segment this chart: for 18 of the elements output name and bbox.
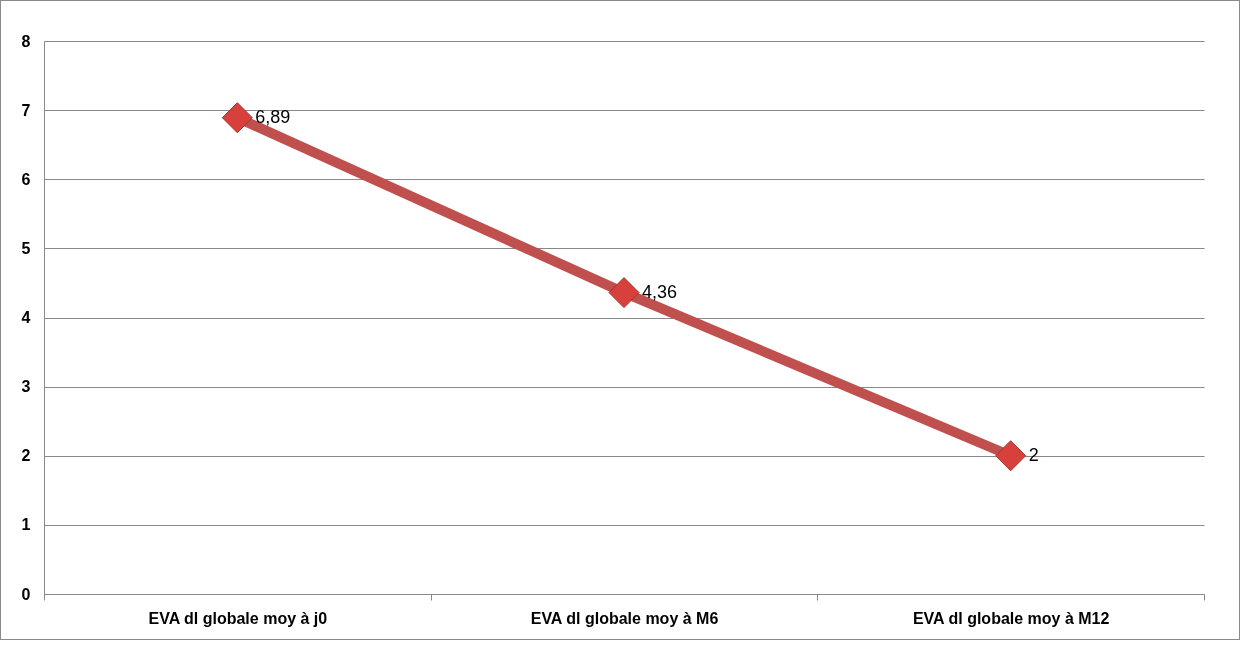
y-tick-label: 0 (21, 585, 31, 603)
y-tick-label: 8 (21, 32, 31, 50)
y-tick-label: 5 (21, 239, 31, 257)
y-tick-label: 2 (21, 447, 31, 465)
x-tick-label: EVA dl globale moy à j0 (148, 609, 328, 627)
y-tick-label: 1 (21, 516, 31, 534)
x-tick-label: EVA dl globale moy à M6 (530, 609, 719, 627)
point (608, 277, 640, 309)
data-label: 4,36 (642, 281, 678, 302)
x-tick-label: EVA dl globale moy à M12 (912, 609, 1110, 627)
y-tick-label: 6 (21, 170, 31, 188)
data-label: 6,89 (255, 106, 291, 127)
y-tick-label: 4 (21, 309, 31, 326)
point (221, 102, 253, 134)
y-tick-label: 3 (21, 378, 31, 396)
data-label: 2 (1028, 444, 1039, 465)
y-tick-label: 7 (21, 101, 31, 119)
point (995, 440, 1027, 472)
